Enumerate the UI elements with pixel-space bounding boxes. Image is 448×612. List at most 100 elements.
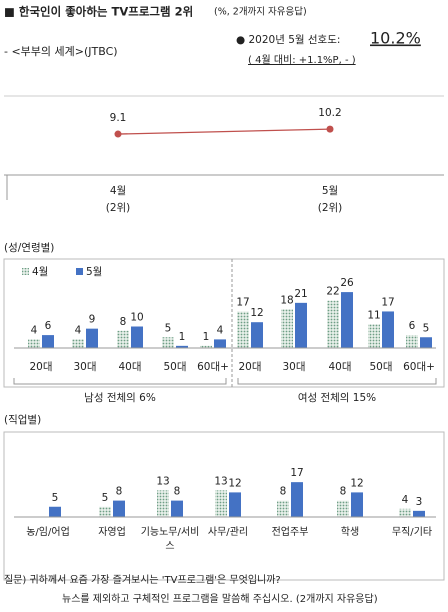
x-label: 자영업	[98, 527, 126, 538]
data-label: 5	[165, 322, 172, 334]
data-label: 1	[179, 331, 186, 343]
bar	[99, 506, 111, 517]
bar	[28, 339, 40, 348]
data-label: 5	[423, 322, 430, 334]
data-label: 4	[75, 324, 82, 336]
data-label: 12	[250, 307, 263, 319]
data-label: 1	[203, 331, 210, 343]
section-title: (직업별)	[4, 413, 41, 426]
x-label: 40대	[328, 361, 351, 373]
bar	[327, 300, 339, 348]
subtitle: - <부부의 세계>(JTBC)	[4, 45, 118, 58]
bracket	[13, 378, 227, 385]
panel	[3, 258, 445, 388]
x-label: 30대	[73, 361, 96, 373]
x-label: 50대	[163, 361, 186, 373]
x-label: 60대+	[197, 361, 229, 373]
bar	[382, 311, 394, 348]
data-label: 4	[31, 324, 38, 336]
bar	[162, 337, 174, 348]
bar	[72, 339, 84, 348]
data-label: 5	[52, 492, 59, 504]
title: ■ 한국인이 좋아하는 TV프로그램 2위	[4, 5, 193, 19]
bar	[413, 510, 425, 517]
data-label: 8	[120, 316, 127, 328]
data-label: 8	[116, 486, 123, 498]
bar	[291, 482, 303, 517]
data-label: 8	[280, 486, 287, 498]
bar	[277, 500, 289, 517]
x-label: 30대	[282, 361, 305, 373]
x-note: (2위)	[106, 201, 131, 214]
x-label: 전업주부	[271, 527, 309, 538]
bar	[215, 490, 227, 517]
x-label: 50대	[369, 361, 392, 373]
point	[114, 130, 122, 138]
panel	[3, 431, 445, 581]
x-note: (2위)	[318, 201, 343, 214]
data-label: 6	[45, 320, 52, 332]
footnote: 질문) 귀하께서 요즘 가장 즐겨보시는 'TV프로그램'은 무엇입니까?	[4, 573, 281, 586]
bar	[200, 345, 212, 348]
data-label: 6	[409, 320, 416, 332]
x-label: 4월	[110, 185, 126, 197]
data-label: 13	[214, 475, 227, 487]
x-label: 20대	[238, 361, 261, 373]
bar	[420, 337, 432, 348]
title-note: (%, 2개까지 자유응답)	[214, 6, 307, 18]
data-label: 8	[174, 486, 181, 498]
section-title: (성/연령별)	[4, 242, 54, 254]
footnote: 뉴스를 제외하고 구체적인 프로그램을 말씀해 주십시오. (2개까지 자유응답…	[62, 592, 378, 605]
data-label: 5	[102, 492, 109, 504]
x-label: 농/임/어업	[26, 527, 70, 538]
x-label: 사무/관리	[207, 527, 249, 538]
data-label: 11	[367, 309, 380, 321]
bar	[214, 339, 226, 348]
bar	[49, 506, 61, 517]
group-label: 여성 전체의 15%	[298, 392, 376, 404]
bar	[237, 311, 249, 348]
stat-label: ● 2020년 5월 선호도:	[236, 34, 340, 46]
data-label: 10.2	[318, 107, 341, 119]
bar	[176, 345, 188, 348]
bar	[251, 322, 263, 348]
bar	[42, 335, 54, 348]
line	[117, 128, 331, 135]
bar	[157, 490, 169, 517]
x-label: 20대	[29, 361, 52, 373]
bar	[399, 508, 411, 517]
bar	[131, 326, 143, 348]
legend-swatch	[76, 268, 83, 275]
data-label: 17	[236, 296, 249, 308]
data-label: 22	[326, 286, 339, 298]
bar	[337, 500, 349, 517]
data-label: 8	[340, 486, 347, 498]
bar	[406, 335, 418, 348]
data-label: 4	[402, 494, 409, 506]
data-label: 12	[350, 477, 363, 489]
bar	[281, 309, 293, 348]
data-label: 21	[294, 288, 307, 300]
x-label: 60대+	[403, 361, 435, 373]
bar	[86, 328, 98, 348]
x-label: 5월	[322, 185, 338, 197]
stat-change: ( 4월 대비: +1.1%P, - )	[248, 54, 356, 66]
stat-value: 10.2%	[370, 29, 421, 48]
x-label: 학생	[340, 527, 360, 538]
bar	[229, 492, 241, 517]
bar	[117, 330, 129, 348]
data-label: 18	[280, 294, 293, 306]
x-label: 기능노무/서비스	[140, 527, 200, 552]
bar	[113, 500, 125, 517]
bar	[368, 324, 380, 348]
bracket	[237, 378, 437, 385]
data-label: 9.1	[110, 112, 127, 124]
data-label: 3	[416, 496, 423, 508]
data-label: 17	[290, 467, 303, 479]
x-label: 40대	[118, 361, 141, 373]
data-label: 26	[340, 277, 354, 289]
bar	[341, 292, 353, 348]
data-label: 12	[228, 477, 241, 489]
